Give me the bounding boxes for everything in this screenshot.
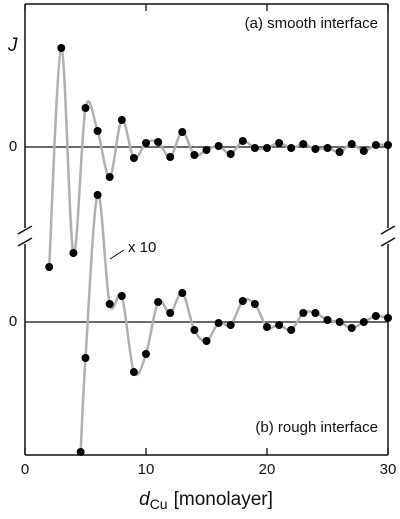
data-point xyxy=(226,321,235,329)
data-point xyxy=(93,127,102,135)
data-point xyxy=(384,141,392,149)
data-point xyxy=(202,146,211,154)
data-point xyxy=(371,312,380,320)
data-point xyxy=(154,138,163,146)
x-axis-label-symbol: d xyxy=(139,489,151,510)
data-point xyxy=(335,148,344,156)
data-point xyxy=(45,263,54,271)
data-point xyxy=(154,298,163,306)
axis-break xyxy=(17,237,33,247)
x-axis-label-subscript: Cu xyxy=(150,496,168,512)
data-point xyxy=(275,321,284,329)
data-point xyxy=(93,191,102,199)
data-point xyxy=(275,139,284,147)
data-point xyxy=(129,154,138,162)
data-point xyxy=(250,144,259,152)
data-point xyxy=(311,309,320,317)
frame xyxy=(17,3,396,456)
x-tick-label: 0 xyxy=(21,461,29,478)
x-tick-label: 10 xyxy=(138,461,155,478)
data-point xyxy=(226,150,235,158)
data-point xyxy=(190,151,199,159)
data-point xyxy=(323,144,332,152)
data-point xyxy=(238,297,247,305)
data-point xyxy=(347,324,356,332)
data-point xyxy=(250,300,259,308)
data-point xyxy=(105,300,114,308)
data-point xyxy=(76,448,85,456)
panel-title: (a) smooth interface xyxy=(245,15,378,32)
x-axis-label-unit: [monolayer] xyxy=(174,489,273,510)
data-point xyxy=(105,173,114,181)
data-point xyxy=(371,141,380,149)
data-point xyxy=(81,354,90,362)
data-point xyxy=(214,142,223,150)
data-point xyxy=(190,326,199,334)
x-axis-label: dCu [monolayer] xyxy=(139,489,273,512)
data-point xyxy=(299,140,308,148)
data-point xyxy=(142,350,150,358)
data-point xyxy=(238,137,247,145)
data-point xyxy=(263,323,271,331)
data-point xyxy=(178,289,187,297)
y-tick-label: 0 xyxy=(9,313,17,330)
data-point xyxy=(57,44,66,52)
x-tick-label: 20 xyxy=(259,461,276,478)
data-point xyxy=(384,314,392,322)
data-point xyxy=(178,128,187,136)
data-point xyxy=(287,144,296,152)
axis-break xyxy=(17,225,33,235)
x-tick-label: 30 xyxy=(380,461,397,478)
data-point xyxy=(347,140,356,148)
data-point xyxy=(311,145,320,153)
data-point xyxy=(335,318,344,326)
data-point xyxy=(166,153,175,161)
data-point xyxy=(117,116,126,124)
annotation: x 10 xyxy=(128,239,156,256)
data-point xyxy=(214,319,223,327)
data-point xyxy=(142,139,150,147)
data-point xyxy=(117,292,126,300)
data-point xyxy=(359,147,368,155)
annotation-leader xyxy=(109,249,125,260)
panel-title: (b) rough interface xyxy=(255,419,378,436)
data-point xyxy=(129,368,138,376)
data-point xyxy=(323,316,332,324)
data-point xyxy=(202,337,211,345)
data-point xyxy=(263,144,271,152)
data-point xyxy=(166,309,175,317)
data-point xyxy=(287,326,296,334)
data-point xyxy=(359,318,368,326)
axis-break xyxy=(380,237,396,247)
y-tick-label: 0 xyxy=(9,138,17,155)
y-axis-label: J xyxy=(7,35,18,56)
curve xyxy=(47,46,389,268)
data-point xyxy=(69,249,78,257)
axis-break xyxy=(380,225,396,235)
data-point xyxy=(81,104,90,112)
data-point xyxy=(299,309,308,317)
